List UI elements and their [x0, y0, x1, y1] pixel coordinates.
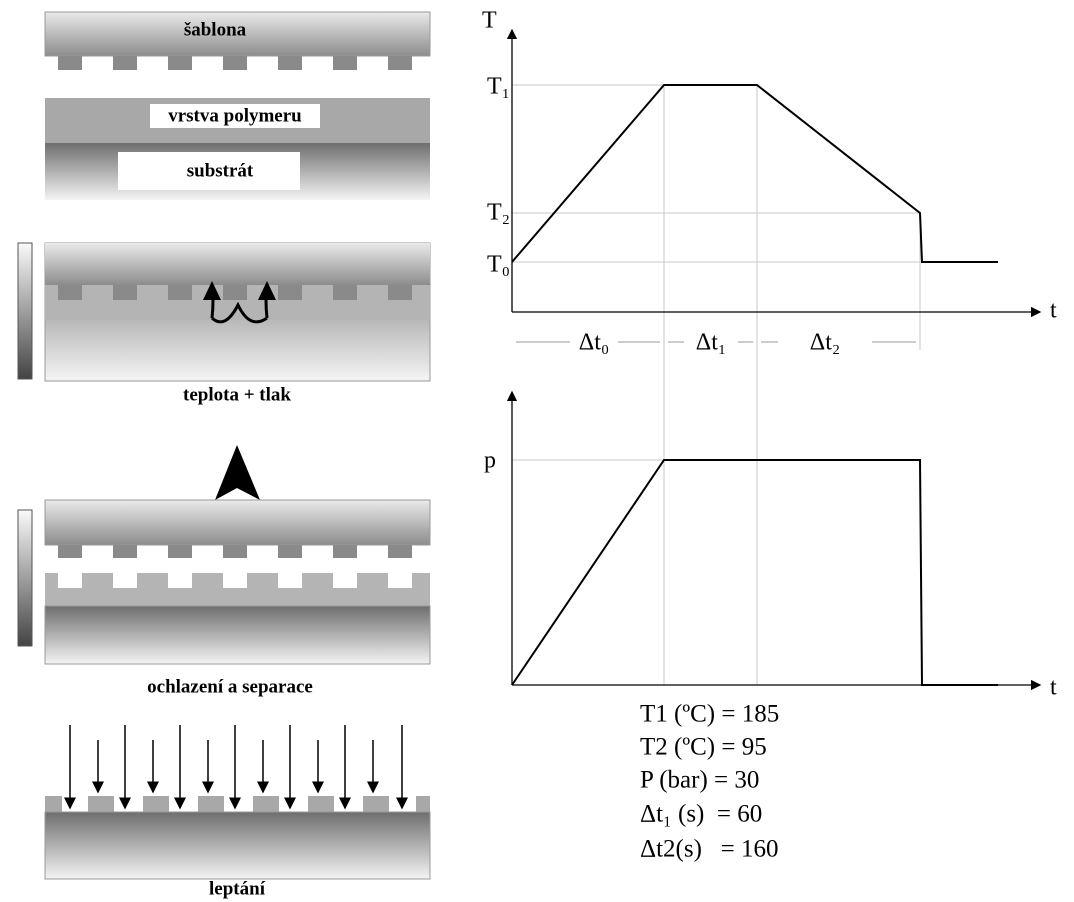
- temperature-chart: T t T₁ T₂ T₀ Δt₀ Δt₁ Δt₂: [482, 8, 1057, 685]
- label: ochlazení a separace: [147, 676, 313, 697]
- pressure-chart: p t: [484, 390, 1057, 701]
- parameter: Δt₁ (s) = 60: [640, 801, 762, 828]
- tick-label: T₁: [487, 74, 510, 100]
- parameters: T1 (ºC) = 185 T2 (ºC) = 95 P (bar) = 30 …: [640, 701, 779, 863]
- interval-label: Δt₁: [696, 330, 726, 356]
- interval-label: Δt₀: [579, 330, 609, 356]
- tick-label: T₀: [487, 252, 510, 278]
- template-panel: šablona vrstva polymeru substrát: [44, 11, 431, 200]
- label: teplota + tlak: [183, 384, 291, 405]
- interval-label: Δt₂: [810, 330, 840, 356]
- axis-label: t: [1050, 298, 1057, 324]
- axis-label: p: [484, 448, 496, 474]
- parameter: Δt2(s) = 160: [640, 836, 779, 863]
- press-panel: teplota + tlak: [17, 242, 431, 405]
- up-arrow: [215, 445, 260, 500]
- parameter: P (bar) = 30: [640, 767, 759, 794]
- parameter: T1 (ºC) = 185: [640, 701, 779, 728]
- label: leptání: [209, 878, 266, 899]
- etching-panel: leptání: [44, 725, 431, 899]
- axis-label: T: [482, 8, 497, 34]
- label: vrstva polymeru: [168, 105, 302, 126]
- label: šablona: [184, 19, 247, 40]
- tick-label: T₂: [487, 200, 510, 226]
- label: substrát: [187, 160, 254, 181]
- separation-panel: ochlazení a separace: [17, 499, 431, 697]
- parameter: T2 (ºC) = 95: [640, 734, 767, 761]
- axis-label: t: [1050, 675, 1057, 701]
